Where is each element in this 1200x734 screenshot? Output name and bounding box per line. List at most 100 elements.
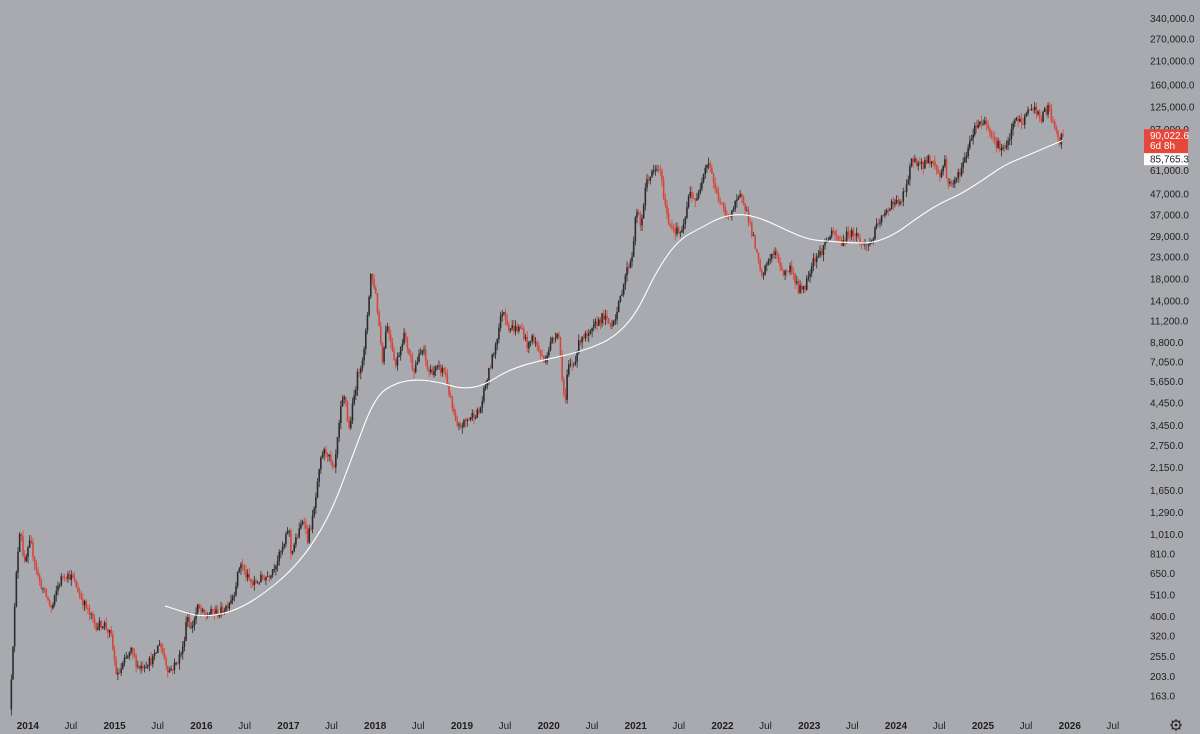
candle-down — [559, 336, 562, 358]
candle-body — [949, 181, 951, 184]
candle-body — [927, 155, 930, 164]
candle-body — [263, 578, 266, 581]
candle-body — [340, 406, 342, 424]
candle-up — [646, 173, 648, 192]
x-tick-month-label: Jul — [1106, 721, 1119, 732]
candle-body — [318, 469, 320, 482]
candle-down — [261, 573, 264, 581]
candle-up — [260, 570, 262, 583]
candle-body — [127, 655, 129, 658]
candle-body — [235, 586, 237, 596]
candle-body — [448, 384, 450, 395]
y-tick-label: 37,000.0 — [1150, 211, 1189, 222]
candle-down — [306, 525, 309, 545]
y-tick-label: 1,290.0 — [1150, 508, 1184, 519]
candle-body — [947, 178, 949, 184]
candle-body — [859, 238, 861, 243]
candle-up — [494, 341, 497, 359]
candle-down — [558, 331, 560, 339]
candle-up — [416, 356, 419, 366]
candle-up — [1007, 136, 1009, 151]
candle-down — [609, 322, 612, 330]
candle-up — [15, 570, 18, 608]
gear-icon-hub — [1174, 723, 1178, 727]
x-tick-month-label: Jul — [325, 721, 338, 732]
x-tick-year-label: 2015 — [104, 721, 127, 732]
candle-body — [231, 596, 234, 601]
candle-body — [925, 160, 928, 164]
candle-down — [464, 417, 467, 428]
y-tick-label: 14,000.0 — [1150, 297, 1189, 308]
candle-down — [456, 416, 459, 428]
candle-down — [310, 525, 312, 531]
candle-up — [491, 353, 494, 370]
candle-body — [112, 634, 114, 650]
candle-up — [1005, 140, 1008, 150]
candle-up — [702, 173, 705, 184]
candle-up — [103, 620, 106, 630]
candle-up — [288, 529, 291, 537]
candle-up — [151, 653, 154, 668]
candle-body — [890, 201, 893, 210]
candle-up — [927, 154, 930, 164]
candle-down — [904, 189, 906, 193]
candle-body — [887, 210, 890, 212]
candle-body — [413, 368, 415, 373]
candle-up — [944, 155, 946, 169]
candle-up — [1018, 115, 1021, 122]
candle-body — [483, 388, 485, 401]
candle-body — [353, 395, 355, 404]
candle-down — [741, 193, 743, 204]
candle-body — [531, 335, 533, 342]
candle-body — [769, 258, 771, 261]
candle-up — [90, 612, 93, 620]
time-axis[interactable]: 2014 Jul 2015 Jul 2016 Jul 2017 Jul 2018 Jul 2019 J… — [17, 721, 1119, 732]
candle-body — [915, 158, 918, 166]
x-tick-month-label: Jul — [672, 721, 685, 732]
candle-body — [77, 587, 79, 593]
candle-up — [493, 352, 495, 358]
candle-up — [364, 328, 367, 355]
candle-up — [471, 409, 474, 422]
candle-body — [529, 341, 532, 343]
candle-body — [962, 162, 964, 168]
candle-up — [812, 253, 815, 272]
candle-down — [820, 247, 823, 258]
candle-up — [979, 121, 981, 127]
candle-body — [914, 158, 916, 162]
gear-icon[interactable] — [1170, 719, 1182, 731]
candle-body — [967, 147, 969, 157]
candle-down — [345, 396, 347, 408]
candle-body — [225, 605, 227, 611]
candle-body — [810, 266, 813, 274]
candle-down — [1050, 103, 1053, 123]
candle-up — [842, 234, 845, 247]
candle-down — [358, 368, 360, 378]
candle-body — [20, 534, 23, 536]
candle-body — [403, 332, 405, 344]
candle-body — [809, 273, 811, 277]
candle-body — [348, 420, 350, 428]
candle-down — [742, 195, 745, 206]
candle-body — [922, 161, 925, 169]
candle-body — [206, 615, 209, 617]
candle-body — [647, 179, 650, 181]
candle-down — [694, 197, 697, 207]
candle-body — [166, 665, 169, 673]
candle-body — [374, 288, 377, 294]
candle-down — [882, 213, 885, 217]
candle-down — [393, 346, 395, 361]
candle-down — [564, 388, 567, 404]
candle-body — [62, 576, 64, 578]
candle-down — [992, 130, 994, 143]
candle-up — [383, 345, 385, 365]
candle-up — [767, 258, 770, 266]
candle-body — [554, 337, 557, 339]
y-tick-label: 400.0 — [1150, 612, 1175, 623]
candle-up — [125, 651, 127, 660]
candle-up — [524, 333, 527, 342]
candle-body — [744, 203, 746, 211]
candle-up — [824, 238, 826, 250]
candle-down — [985, 117, 988, 131]
